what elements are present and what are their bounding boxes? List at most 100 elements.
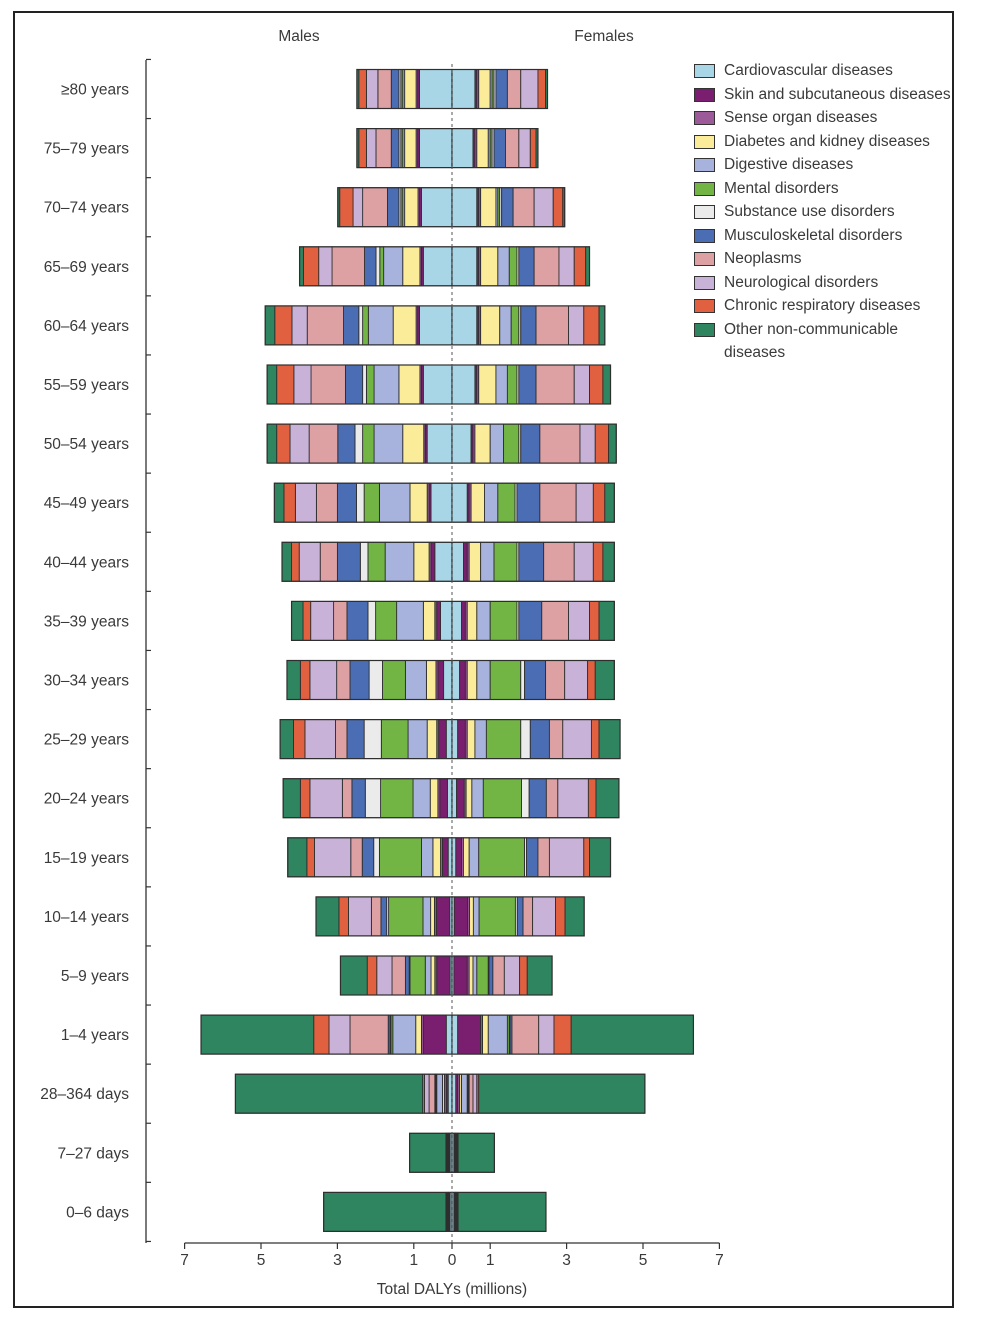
bar-segment (430, 896, 435, 937)
legend-swatch (694, 322, 715, 337)
bar-segment (352, 187, 364, 228)
bar-segment (434, 541, 453, 582)
bar-segment (435, 896, 451, 937)
bar-segment (274, 305, 293, 346)
bar-segment (361, 837, 375, 878)
bar-segment (519, 955, 528, 996)
bar-segment (309, 660, 338, 700)
bar-segment (488, 955, 494, 996)
bar-segment (339, 187, 354, 228)
x-tick-label: 0 (448, 1252, 457, 1269)
bar-segment (419, 305, 453, 346)
bar-segment (451, 69, 476, 109)
bar-segment (373, 837, 380, 878)
bar-segment (537, 837, 550, 878)
bar-segment (264, 305, 276, 346)
bar-segment (476, 955, 489, 996)
y-tick-label: 30–34 years (44, 673, 130, 690)
bar-segment (365, 364, 375, 405)
bar-segment (451, 660, 461, 700)
bar-segment (420, 837, 434, 878)
bar-segment (375, 600, 398, 641)
bar-segment (367, 305, 394, 346)
bar-segment (365, 128, 377, 169)
legend-label: Substance use disorders (724, 203, 895, 220)
bar-segment (266, 364, 278, 405)
bar-segment (436, 1073, 443, 1114)
bar-segment (543, 541, 575, 582)
bar-segment (594, 660, 615, 700)
bar-segment (562, 719, 592, 760)
bar-segment (511, 1014, 540, 1055)
legend-label: Sense organ diseases (724, 109, 878, 126)
bar-segment (392, 1014, 417, 1055)
bar-segment (503, 955, 521, 996)
bar-segment (428, 1073, 436, 1114)
legend-label: Skin and subcutaneous diseases (724, 85, 951, 103)
bar-segment (289, 423, 310, 464)
bar-segment (548, 719, 564, 760)
bar-segment (380, 778, 414, 819)
legend-item: Neoplasms (693, 247, 963, 271)
chart-legend: Cardiovascular diseases Skin and subcutan… (693, 59, 963, 365)
legend-swatch (694, 134, 715, 149)
bar-segment (438, 719, 447, 760)
bar-segment (286, 660, 301, 700)
bar-segment (354, 423, 364, 464)
bar-segment (315, 482, 338, 523)
bar-segment (457, 1132, 495, 1173)
bar-segment (446, 778, 453, 819)
bar-segment (478, 896, 516, 937)
bar-segment (555, 896, 566, 937)
bar-segment (573, 541, 594, 582)
bar-segment (380, 719, 409, 760)
x-tick-label: 3 (333, 1252, 342, 1269)
bar-segment (404, 660, 427, 700)
bar-segment (453, 896, 469, 937)
bar-segment (430, 482, 453, 523)
bar-segment (602, 364, 611, 405)
bar-segment (463, 837, 470, 878)
bar-segment (384, 541, 415, 582)
bar-segment (533, 246, 560, 287)
y-tick-label: 10–14 years (44, 909, 130, 926)
bar-segment (422, 896, 432, 937)
bar-segment (532, 896, 556, 937)
bar-segment (388, 896, 424, 937)
bar-segment (380, 896, 388, 937)
bar-segment (529, 719, 550, 760)
bar-segment (461, 1073, 468, 1114)
bar-segment (598, 600, 615, 641)
bar-segment (492, 955, 505, 996)
bar-segment (508, 246, 518, 287)
bar-segment (451, 305, 478, 346)
bar-segment (358, 305, 364, 346)
y-tick-label: 40–44 years (44, 554, 130, 571)
bar-segment (390, 69, 400, 109)
bar-segment (432, 837, 441, 878)
bar-segment (426, 423, 453, 464)
bar-segment (485, 719, 522, 760)
legend-swatch (694, 158, 715, 172)
bar-segment (472, 955, 478, 996)
bar-segment (419, 69, 453, 109)
bar-segment (468, 837, 480, 878)
bar-segment (398, 364, 421, 405)
bar-segment (602, 541, 615, 582)
bar-segment (364, 246, 377, 287)
bar-segment (362, 364, 367, 405)
bar-segment (351, 778, 366, 819)
bar-segment (455, 837, 463, 878)
bar-segment (451, 364, 476, 405)
legend-swatch (694, 111, 715, 125)
y-tick-label: 28–364 days (40, 1086, 129, 1103)
bar-segment (564, 896, 585, 937)
legend-swatch (694, 252, 715, 266)
bar-segment (480, 305, 501, 346)
bar-segment (579, 423, 596, 464)
bar-segment (358, 69, 367, 109)
bar-segment (404, 128, 417, 169)
bar-segment (476, 600, 491, 641)
bar-segment (472, 896, 480, 937)
